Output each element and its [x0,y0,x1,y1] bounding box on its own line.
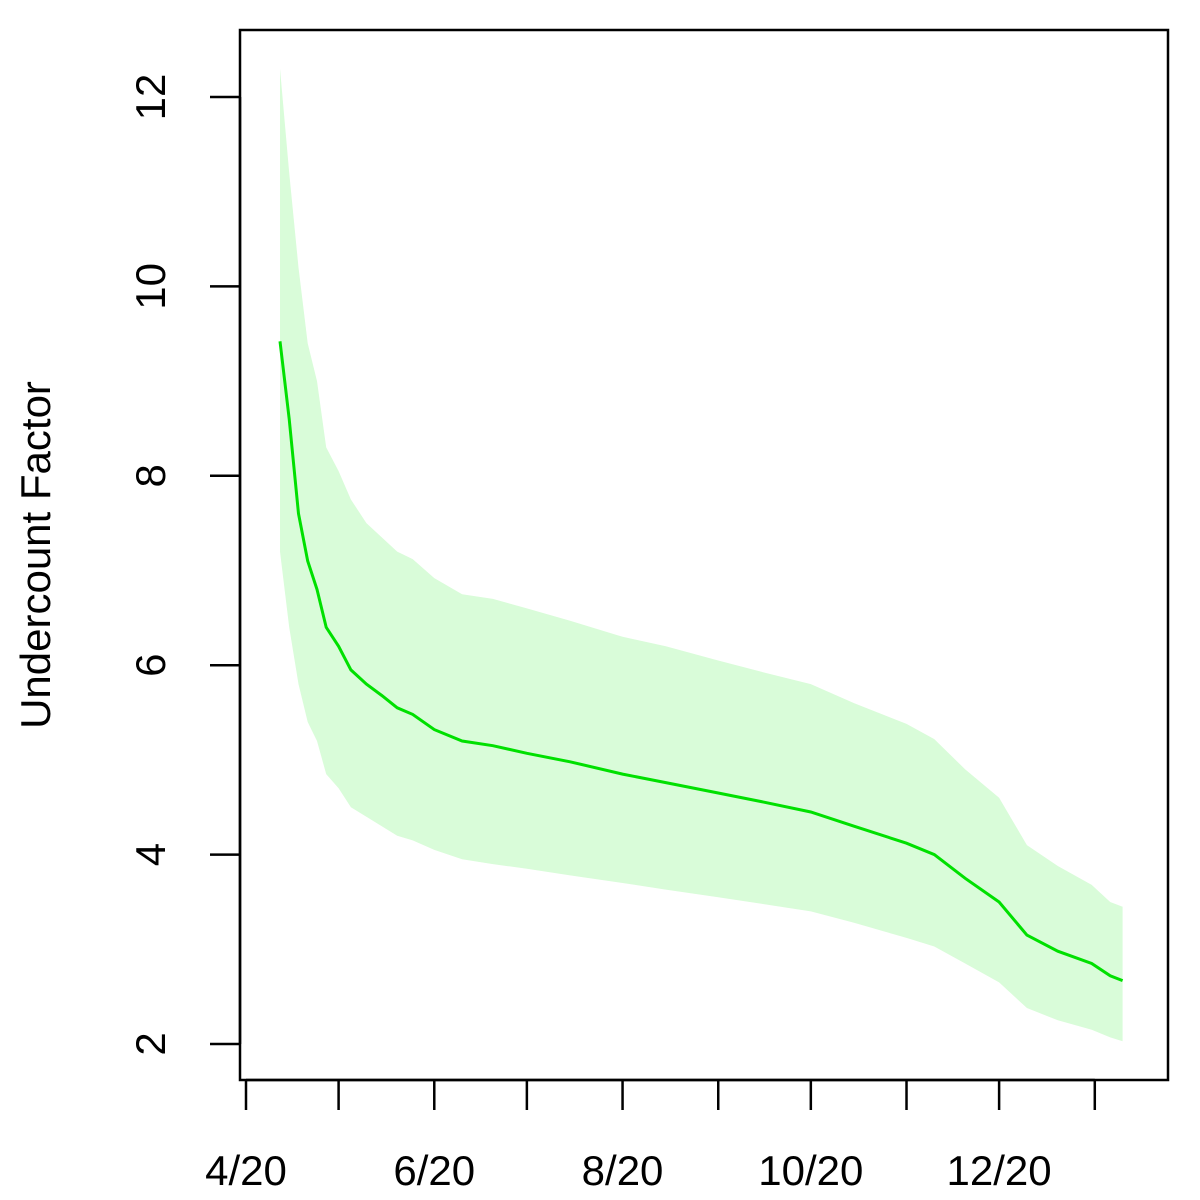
series-line [278,341,1124,982]
x-tick-label: 10/20 [758,1147,863,1194]
x-tick-label: 4/20 [205,1147,287,1194]
y-axis-title: Undercount Factor [12,381,59,729]
x-tick-label: 12/20 [947,1147,1052,1194]
x-axis: 4/20 6/20 8/20 10/20 12/20 [205,1078,1097,1194]
y-tick-label: 4 [127,843,174,866]
x-tick-label: 8/20 [582,1147,664,1194]
y-axis: 2 4 6 8 10 12 [127,74,242,1056]
y-tick-label: 12 [127,74,174,121]
y-tick-label: 2 [127,1032,174,1055]
y-tick-label: 8 [127,464,174,487]
x-tick-label: 6/20 [393,1147,475,1194]
y-tick-label: 10 [127,263,174,310]
confidence-band [280,68,1123,1042]
y-tick-label: 6 [127,654,174,677]
